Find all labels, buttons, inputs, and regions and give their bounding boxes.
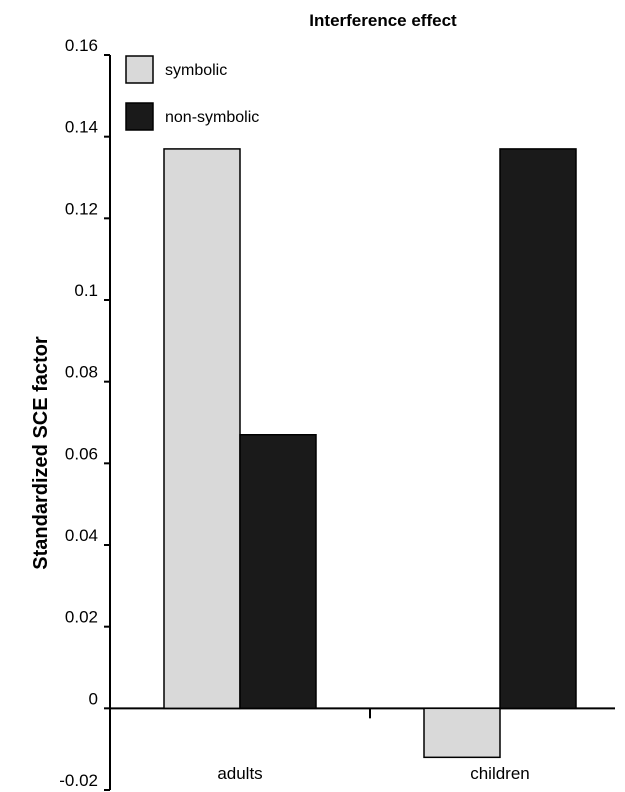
bars (163, 148, 577, 759)
y-axis-label: Standardized SCE factor (30, 336, 52, 570)
y-tick-label: 0.1 (74, 281, 98, 300)
y-tick-label: 0 (89, 689, 98, 708)
x-tick-label-children: children (470, 764, 530, 783)
y-tick-label: 0.16 (65, 36, 98, 55)
y-tick-label: 0.14 (65, 118, 98, 137)
bar-adults-non-symbolic (239, 434, 317, 710)
axes: -0.02 0 0.02 0.04 0.06 0.08 0.1 0.12 0.14 0.16 (59, 36, 615, 791)
y-tick-label: 0.06 (65, 444, 98, 463)
bar-children-non-symbolic (499, 148, 577, 710)
legend: symbolic non-symbolic (125, 55, 259, 131)
y-tick-label: 0.12 (65, 199, 98, 218)
chart-title: Interference effect (309, 11, 457, 30)
x-tick-label-adults: adults (217, 764, 262, 783)
y-tick-label: 0.04 (65, 526, 98, 545)
category-labels: adults children (217, 764, 529, 783)
y-tick-label: 0.08 (65, 363, 98, 382)
legend-swatch-non-symbolic (125, 102, 154, 131)
bar-children-symbolic (423, 707, 501, 759)
y-tick-label: -0.02 (59, 771, 98, 790)
legend-label-non-symbolic: non-symbolic (165, 109, 259, 126)
legend-swatch-symbolic (125, 55, 154, 84)
legend-label-symbolic: symbolic (165, 62, 227, 79)
y-tick-label: 0.02 (65, 608, 98, 627)
bar-adults-symbolic (163, 148, 241, 710)
